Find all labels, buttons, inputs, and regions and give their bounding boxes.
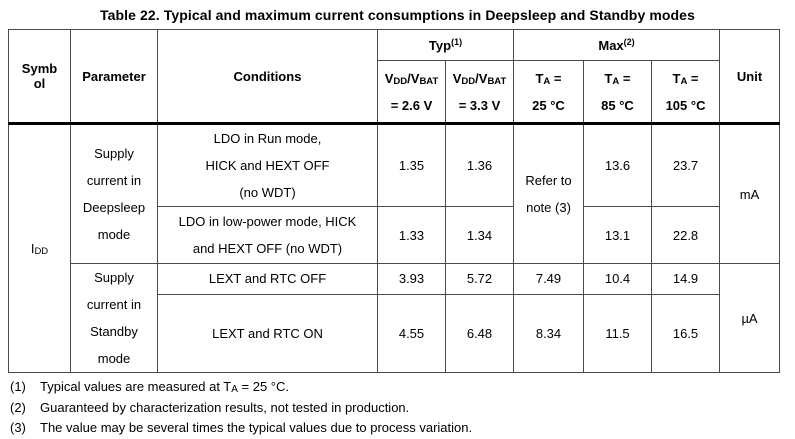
table-row: IDD Supply current in Deepsleep mode LDO… (8, 122, 781, 373)
col-header-ta-25: TA = 25 °C (513, 60, 584, 124)
value-cell-typ-3v3: 1.34 (445, 206, 514, 264)
refer-note-cell: Refer to note (3) (513, 122, 584, 264)
unit-cell-ma: mA (719, 122, 781, 264)
footnote-number: (2) (10, 399, 26, 415)
table-row: Supply current in Standby mode LEXT and … (9, 263, 781, 373)
condition-cell: LEXT and RTC ON (157, 293, 378, 374)
col-header-symbol: Symb ol (8, 29, 71, 124)
value-cell-max-105c: 22.8 (650, 206, 721, 264)
table-title: Table 22. Typical and maximum current co… (100, 7, 695, 23)
temp-value: 85 °C (601, 97, 634, 113)
value-cell-typ-2v6: 3.93 (377, 263, 446, 295)
condition-cell: LDO in low-power mode, HICK and HEXT OFF… (157, 206, 378, 264)
value-cell-max-85c: 13.6 (583, 122, 652, 207)
footnote-1: (1) Typical values are measured at TA = … (10, 377, 795, 398)
voltage-value: = 2.6 V (390, 97, 433, 113)
footnote-2: (2) Guaranteed by characterization resul… (10, 398, 795, 419)
value-cell-typ-3v3: 5.72 (445, 263, 514, 295)
v-sub: DD (461, 75, 476, 87)
max-label: Max (598, 37, 624, 53)
col-group-max: Max(2) (512, 29, 721, 61)
footnote-text-sub: A (231, 384, 238, 395)
parameter-cell-standby: Supply current in Standby mode (70, 263, 158, 373)
footnote-number: (1) (10, 379, 26, 394)
col-header-ta-85: TA = 85 °C (583, 60, 652, 124)
col-header-ta-105: TA = 105 °C (650, 60, 721, 124)
value-cell-typ-2v6: 1.35 (377, 122, 446, 207)
v-symbol: /V (475, 70, 488, 86)
footnote-3: (3) The value may be several times the t… (10, 418, 795, 439)
value-cell-typ-2v6: 1.33 (377, 206, 446, 264)
equals: = (619, 70, 631, 86)
unit-cell-ua: µA (719, 263, 781, 373)
equals: = (687, 70, 699, 86)
parameter-cell-deepsleep: Supply current in Deepsleep mode (70, 122, 158, 264)
voltage-value: = 3.3 V (458, 97, 501, 113)
value-cell-max-105c: 23.7 (650, 122, 721, 207)
col-group-typ: Typ(1) (377, 29, 514, 61)
col-header-parameter: Parameter (70, 29, 158, 124)
v-symbol: V (384, 70, 394, 86)
typ-label: Typ (428, 37, 452, 53)
symbol-cell: IDD (8, 122, 71, 373)
v-symbol: V (452, 70, 462, 86)
footnotes: (1) Typical values are measured at TA = … (10, 377, 795, 439)
value-cell-max-25c: 7.49 (513, 263, 584, 295)
col-header-vdd-3v3: VDD/VBAT = 3.3 V (445, 60, 514, 124)
table-row: LDO in low-power mode, HICK and HEXT OFF… (9, 206, 780, 264)
footnote-text-post: = 25 °C. (237, 379, 290, 394)
value-cell-max-85c: 13.1 (583, 206, 652, 264)
t-sub: A (543, 75, 551, 87)
footnote-text-pre: Typical values are measured at T (40, 379, 232, 394)
condition-cell: LDO in Run mode, HICK and HEXT OFF (no W… (157, 122, 378, 207)
value-cell-typ-3v3: 6.48 (445, 293, 514, 374)
symbol-sub: DD (34, 246, 49, 257)
t-sub: A (612, 75, 620, 87)
value-cell-max-105c: 14.9 (650, 263, 721, 295)
table-row: LEXT and RTC ON 4.55 6.48 8.34 11.5 16.5 (9, 293, 780, 374)
equals: = (550, 70, 562, 86)
t-sub: A (680, 75, 688, 87)
symbol-main: I (30, 241, 35, 256)
value-cell-max-85c: 11.5 (583, 293, 652, 374)
max-footnote-ref: (2) (623, 36, 635, 47)
value-cell-typ-3v3: 1.36 (445, 122, 514, 207)
v-sub: BAT (487, 75, 507, 87)
typ-footnote-ref: (1) (451, 36, 463, 47)
condition-cell: LEXT and RTC OFF (157, 263, 378, 295)
value-cell-max-25c: 8.34 (513, 293, 584, 374)
col-header-vdd-2v6: VDD/VBAT = 2.6 V (377, 60, 446, 124)
v-sub: BAT (419, 75, 439, 87)
v-symbol: /V (407, 70, 420, 86)
footnote-text: Guaranteed by characterization results, … (40, 399, 410, 415)
col-header-conditions: Conditions (157, 29, 378, 124)
current-consumption-table: Symb ol Parameter Conditions Typ(1) Max(… (8, 29, 781, 374)
temp-value: 25 °C (532, 97, 565, 113)
footnote-text: The value may be several times the typic… (40, 420, 473, 435)
footnote-text: Typical values are measured at TA = 25 °… (40, 377, 289, 398)
value-cell-typ-2v6: 4.55 (377, 293, 446, 374)
temp-value: 105 °C (665, 97, 706, 113)
t-symbol: T (535, 70, 544, 86)
t-symbol: T (604, 70, 613, 86)
t-symbol: T (672, 70, 681, 86)
v-sub: DD (393, 75, 408, 87)
footnote-number: (3) (10, 420, 26, 435)
col-header-unit: Unit (719, 29, 781, 124)
value-cell-max-105c: 16.5 (650, 293, 721, 374)
value-cell-max-85c: 10.4 (583, 263, 652, 295)
